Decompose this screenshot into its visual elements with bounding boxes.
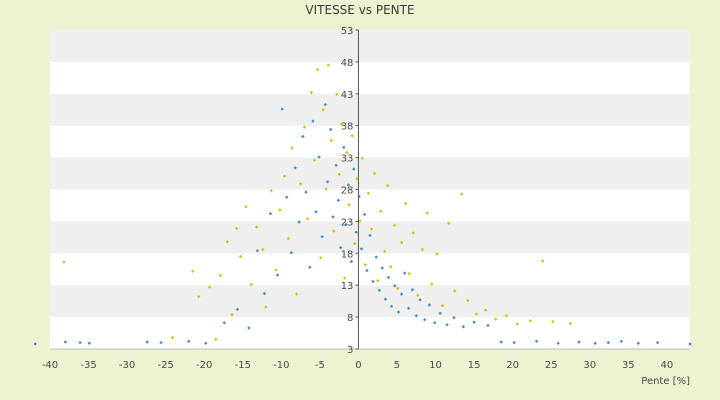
series-a <box>62 63 573 342</box>
point-a-0 <box>62 260 66 264</box>
y-tick-label-6: 33 <box>341 154 354 165</box>
x-tick-labels: -40 -35 -30 -25 -20 -15 -10 -5 0 5 10 15 20 25 30 35 40 <box>42 360 673 371</box>
grid-band <box>50 157 690 190</box>
point-a-1 <box>170 335 175 340</box>
point-a-32 <box>326 63 331 67</box>
point-b-1 <box>63 340 68 344</box>
y-tick-label-10: 53 <box>341 26 354 37</box>
point-b-23 <box>311 119 315 123</box>
x-tick-label-6: -10 <box>273 360 289 371</box>
y-tick-label-9: 48 <box>341 58 354 69</box>
point-a-26 <box>309 90 314 95</box>
point-b-9 <box>235 307 240 312</box>
y-tick-label-3: 18 <box>341 249 354 260</box>
point-a-28 <box>315 67 320 72</box>
y-tick-label-8: 43 <box>341 90 354 101</box>
y-tick-label-5: 28 <box>341 186 354 197</box>
y-tick-label-0: 3 <box>347 345 353 356</box>
point-a-12 <box>249 282 253 287</box>
grid-band <box>50 30 690 62</box>
point-a-8 <box>230 312 234 317</box>
point-a-11 <box>244 205 248 209</box>
point-b-73 <box>577 340 581 344</box>
point-a-20 <box>286 236 290 241</box>
x-tick-label-12: 20 <box>506 360 519 371</box>
plot-area <box>50 30 690 349</box>
point-a-19 <box>282 174 287 178</box>
point-b-15 <box>280 107 284 111</box>
point-b-6 <box>187 339 191 343</box>
x-tick-label-2: -30 <box>119 360 135 371</box>
point-b-11 <box>255 249 260 253</box>
grid-band <box>50 285 690 318</box>
point-b-75 <box>606 340 610 345</box>
point-a-34 <box>332 229 336 233</box>
point-a-75 <box>515 322 519 326</box>
x-tick-label-13: 25 <box>545 360 558 371</box>
point-b-36 <box>346 183 351 187</box>
x-tick-label-16: 40 <box>661 360 674 371</box>
point-a-69 <box>460 192 464 196</box>
x-tick-label-9: 5 <box>394 360 400 371</box>
x-tick-label-11: 15 <box>468 360 481 371</box>
x-axis-label: Pente [%] <box>641 376 690 387</box>
point-a-33 <box>329 138 334 143</box>
point-b-20 <box>301 134 305 139</box>
chart-title: VITESSE vs PENTE <box>305 3 414 17</box>
point-b-32 <box>336 198 341 202</box>
x-tick-label-3: -25 <box>157 360 173 371</box>
point-b-7 <box>204 341 208 345</box>
point-a-6 <box>218 273 223 278</box>
x-tick-label-8: 0 <box>355 360 361 371</box>
point-b-10 <box>247 326 251 330</box>
axes <box>50 29 690 350</box>
point-a-3 <box>197 295 201 299</box>
point-a-2 <box>191 269 195 273</box>
point-a-79 <box>568 321 573 326</box>
point-b-0 <box>33 342 37 346</box>
y-tick-label-7: 38 <box>341 122 354 133</box>
point-b-5 <box>159 340 163 345</box>
x-tick-label-5: -15 <box>235 360 251 371</box>
point-a-24 <box>302 125 307 129</box>
point-a-5 <box>214 337 218 342</box>
point-a-18 <box>278 208 282 212</box>
point-a-45 <box>360 156 364 160</box>
point-a-16 <box>269 189 273 193</box>
y-tick-label-1: 8 <box>347 313 353 324</box>
point-b-70 <box>512 340 516 345</box>
x-tick-label-14: 30 <box>583 360 596 371</box>
point-b-4 <box>145 340 149 344</box>
point-a-43 <box>355 177 359 181</box>
x-tick-label-10: 10 <box>429 360 442 371</box>
point-a-77 <box>541 259 545 263</box>
grid-band <box>50 93 690 126</box>
point-b-34 <box>342 145 346 150</box>
point-a-7 <box>225 240 229 244</box>
y-tick-label-4: 23 <box>341 217 354 228</box>
point-a-35 <box>335 92 339 97</box>
point-a-14 <box>261 247 265 252</box>
point-a-41 <box>350 134 354 138</box>
point-b-8 <box>222 321 226 325</box>
point-a-78 <box>551 319 555 324</box>
point-a-51 <box>379 209 383 213</box>
x-tick-label-15: 35 <box>622 360 635 371</box>
point-a-4 <box>207 285 212 289</box>
point-b-3 <box>87 341 91 345</box>
x-tick-label-4: -20 <box>196 360 212 371</box>
grid-band <box>50 221 690 254</box>
point-b-38 <box>352 167 356 171</box>
x-tick-label-1: -35 <box>80 360 96 371</box>
x-tick-label-0: -40 <box>42 360 58 371</box>
y-tick-label-2: 13 <box>341 281 354 292</box>
point-a-39 <box>345 150 349 155</box>
point-b-17 <box>289 251 293 255</box>
point-a-62 <box>420 247 425 252</box>
x-tick-label-7: -5 <box>315 360 325 371</box>
point-b-27 <box>323 102 327 107</box>
